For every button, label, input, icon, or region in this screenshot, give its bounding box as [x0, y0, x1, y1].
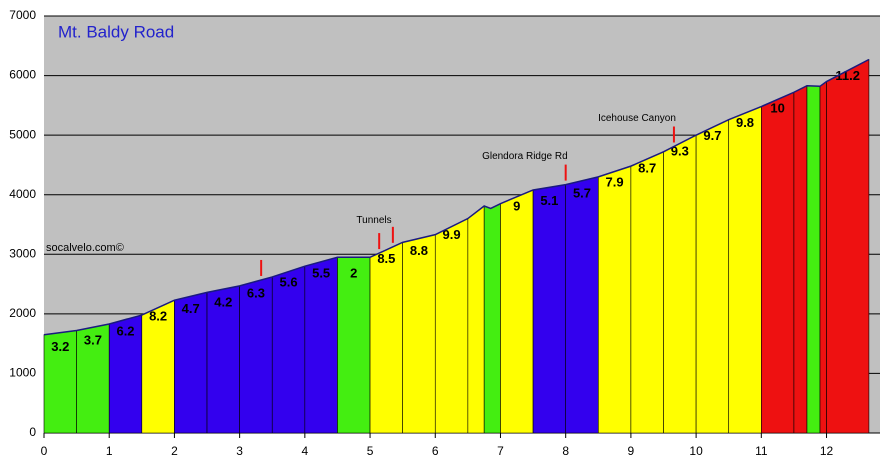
grade-label: 3.7: [84, 332, 102, 347]
grade-segment: [500, 189, 534, 434]
y-tick-label: 1000: [9, 366, 36, 380]
grade-segment: [728, 106, 762, 434]
grade-segment: [369, 241, 403, 434]
grade-segment: [806, 85, 821, 434]
annotation: Icehouse Canyon: [598, 113, 676, 124]
grade-segment: [434, 218, 469, 434]
grade-label: 5.5: [312, 266, 330, 281]
y-tick-label: 6000: [9, 68, 36, 82]
grade-label: 8.8: [410, 243, 428, 258]
grade-label: 8.2: [149, 309, 167, 324]
grade-segment: [597, 165, 632, 434]
grade-label: 7.9: [606, 175, 624, 190]
x-tick-label: 9: [628, 444, 635, 458]
grade-label: 8.5: [377, 251, 395, 266]
grade-label: 8.7: [638, 160, 656, 175]
grade-segment: [271, 265, 306, 434]
y-tick-label: 7000: [9, 8, 36, 22]
grade-label: 9.7: [703, 128, 721, 143]
grade-label: 3.2: [51, 339, 69, 354]
grade-label: 9.9: [443, 227, 461, 242]
y-tick-label: 5000: [9, 127, 36, 141]
grade-segment: [467, 205, 485, 434]
x-tick-label: 7: [497, 444, 504, 458]
grade-segment: [532, 184, 566, 434]
chart-title: Mt. Baldy Road: [58, 22, 174, 41]
annotation: Tunnels: [356, 215, 391, 226]
x-tick-label: 11: [755, 444, 768, 458]
x-tick-label: 8: [562, 444, 569, 458]
grade-segment: [304, 256, 338, 434]
elevation-line: [43, 58, 870, 336]
grade-segment: [630, 151, 664, 434]
grade-label: 6.3: [247, 285, 265, 300]
grade-segment: [483, 203, 501, 434]
grade-label: 5.1: [540, 193, 558, 208]
grade-label: 5.7: [573, 185, 591, 200]
grade-label: 10: [770, 101, 784, 116]
grade-segment: [695, 119, 730, 434]
grade-segment: [663, 134, 697, 434]
y-tick-label: 4000: [9, 187, 36, 201]
grade-label: 5.6: [280, 275, 298, 290]
x-tick-label: 5: [367, 444, 374, 458]
x-tick-label: 1: [106, 444, 113, 458]
grade-segment: [793, 85, 808, 434]
x-tick-label: 2: [171, 444, 178, 458]
x-tick-label: 6: [432, 444, 439, 458]
grade-label: 6.2: [116, 323, 134, 338]
y-tick-label: 3000: [9, 246, 36, 260]
grade-label: 2: [350, 266, 357, 281]
x-tick-label: 4: [301, 444, 308, 458]
y-tick-label: 0: [29, 425, 36, 439]
grade-label: 11.2: [835, 68, 860, 83]
grade-segment: [761, 91, 795, 434]
credit: socalvelo.com©: [46, 242, 124, 254]
grade-label: 9.3: [671, 144, 689, 159]
grade-segment: [337, 256, 371, 434]
annotation: Glendora Ridge Rd: [482, 151, 568, 162]
grade-label: 4.7: [182, 301, 200, 316]
grade-label: 9.8: [736, 115, 754, 130]
y-tick-label: 2000: [9, 306, 36, 320]
x-tick-label: 12: [820, 444, 834, 458]
grade-label: 9: [513, 198, 520, 213]
x-tick-label: 3: [236, 444, 243, 458]
grade-segment: [402, 234, 436, 434]
grade-segment: [819, 80, 827, 434]
grade-segment: [826, 58, 870, 434]
grade-label: 4.2: [214, 294, 232, 309]
x-tick-label: 10: [689, 444, 703, 458]
x-tick-label: 0: [41, 444, 48, 458]
grade-segment: [565, 176, 599, 434]
